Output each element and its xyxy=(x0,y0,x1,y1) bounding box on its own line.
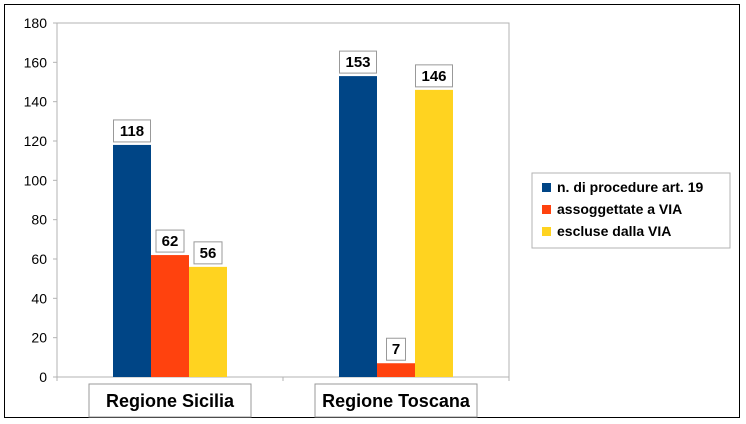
legend-label: n. di procedure art. 19 xyxy=(557,179,703,195)
y-tick-label: 0 xyxy=(39,369,47,385)
legend-swatch xyxy=(542,205,551,214)
category-label-box xyxy=(314,383,478,418)
legend-label: escluse dalla VIA xyxy=(557,223,671,239)
data-label-box xyxy=(113,119,151,143)
data-label: 56 xyxy=(200,245,217,262)
data-label: 146 xyxy=(421,68,446,85)
data-label-box xyxy=(415,64,453,88)
legend: n. di procedure art. 19 assoggettate a VI… xyxy=(531,172,731,249)
category-label-box xyxy=(88,383,252,418)
y-tick-label: 60 xyxy=(31,251,47,267)
y-tick-label: 100 xyxy=(24,172,48,188)
y-tick-label: 180 xyxy=(24,15,48,31)
y-tick-label: 160 xyxy=(24,54,48,70)
y-tick-label: 20 xyxy=(31,330,47,346)
y-tick-label: 40 xyxy=(31,290,47,306)
data-label: 118 xyxy=(120,123,144,140)
data-label: 7 xyxy=(392,341,400,358)
data-labels: 118 62 56 Regione Sicilia 153 7 146 Regione Tos… xyxy=(88,50,478,418)
data-label-box xyxy=(339,50,377,74)
bar xyxy=(415,89,453,377)
category-label: Regione Sicilia xyxy=(106,391,235,411)
bar xyxy=(339,76,377,377)
y-tick-label: 80 xyxy=(31,212,47,228)
data-label-box xyxy=(193,241,223,265)
legend-box xyxy=(531,172,731,249)
legend-swatch xyxy=(542,183,551,192)
data-label-box xyxy=(155,229,185,253)
y-tick-label: 120 xyxy=(24,133,48,149)
data-label: 153 xyxy=(345,54,370,71)
bar xyxy=(189,266,227,377)
bar xyxy=(377,363,415,377)
axes: 0 20 40 60 80 100 120 140 160 180 xyxy=(24,15,510,385)
bar xyxy=(151,255,189,377)
y-tick-label: 140 xyxy=(24,94,48,110)
bar xyxy=(113,144,151,377)
data-label-box xyxy=(386,337,406,361)
legend-label: assoggettate a VIA xyxy=(557,201,682,217)
legend-swatch xyxy=(542,227,551,236)
category-label: Regione Toscana xyxy=(322,391,471,411)
data-label: 62 xyxy=(162,233,179,250)
bars xyxy=(113,76,453,377)
